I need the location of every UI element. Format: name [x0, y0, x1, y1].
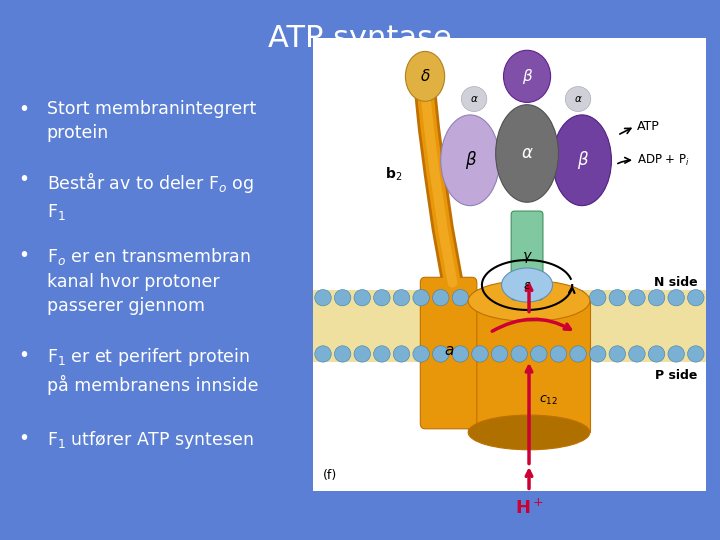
Text: P side: P side	[655, 369, 698, 382]
Ellipse shape	[550, 346, 567, 362]
Bar	[313, 38, 706, 491]
FancyBboxPatch shape	[511, 211, 543, 300]
Ellipse shape	[503, 50, 551, 103]
Text: •: •	[18, 429, 29, 448]
Text: $c_{12}$: $c_{12}$	[539, 394, 558, 407]
Text: F$_1$ utfører ATP syntesen: F$_1$ utfører ATP syntesen	[47, 429, 253, 451]
Text: •: •	[18, 346, 29, 365]
Ellipse shape	[550, 289, 567, 306]
Ellipse shape	[433, 346, 449, 362]
Ellipse shape	[315, 289, 331, 306]
Text: b$_2$: b$_2$	[385, 165, 402, 183]
Bar	[468, 301, 590, 433]
Ellipse shape	[334, 289, 351, 306]
Ellipse shape	[452, 289, 469, 306]
Text: F$_o$ er en transmembran
kanal hvor protoner
passerer gjennom: F$_o$ er en transmembran kanal hvor prot…	[47, 246, 251, 315]
Ellipse shape	[609, 289, 626, 306]
Ellipse shape	[565, 86, 591, 111]
Ellipse shape	[511, 289, 528, 306]
Ellipse shape	[462, 86, 487, 111]
Ellipse shape	[441, 115, 500, 206]
Ellipse shape	[688, 289, 704, 306]
Ellipse shape	[531, 289, 547, 306]
Ellipse shape	[468, 415, 590, 450]
Text: δ: δ	[420, 69, 430, 84]
Text: •: •	[18, 100, 29, 119]
Text: α: α	[471, 94, 477, 104]
Text: •: •	[18, 246, 29, 265]
Text: a: a	[444, 343, 454, 358]
Ellipse shape	[354, 346, 371, 362]
Ellipse shape	[668, 346, 685, 362]
FancyBboxPatch shape	[420, 278, 477, 429]
Ellipse shape	[393, 346, 410, 362]
Ellipse shape	[374, 289, 390, 306]
Text: β: β	[465, 151, 475, 169]
Ellipse shape	[374, 346, 390, 362]
Ellipse shape	[629, 289, 645, 306]
Ellipse shape	[552, 115, 611, 206]
Ellipse shape	[511, 346, 528, 362]
Text: β: β	[522, 69, 532, 84]
Ellipse shape	[502, 268, 552, 302]
Text: β: β	[577, 151, 588, 169]
Ellipse shape	[491, 346, 508, 362]
Text: H$^+$: H$^+$	[515, 498, 544, 517]
Ellipse shape	[609, 346, 626, 362]
Ellipse shape	[452, 346, 469, 362]
Text: Består av to deler F$_o$ og
F$_1$: Består av to deler F$_o$ og F$_1$	[47, 170, 253, 222]
Ellipse shape	[315, 346, 331, 362]
Ellipse shape	[413, 346, 429, 362]
Bar	[313, 289, 706, 362]
Ellipse shape	[413, 289, 429, 306]
Text: •: •	[18, 170, 29, 189]
Text: (f): (f)	[323, 469, 337, 482]
Text: γ: γ	[523, 248, 531, 262]
Ellipse shape	[570, 289, 586, 306]
Ellipse shape	[648, 346, 665, 362]
Text: Stort membranintegrert
protein: Stort membranintegrert protein	[47, 100, 256, 142]
Text: ADP + P$_i$: ADP + P$_i$	[637, 153, 690, 168]
Ellipse shape	[468, 280, 590, 321]
Ellipse shape	[472, 346, 488, 362]
Ellipse shape	[590, 289, 606, 306]
Ellipse shape	[354, 289, 371, 306]
Ellipse shape	[495, 105, 559, 202]
Ellipse shape	[393, 289, 410, 306]
Text: ε: ε	[523, 279, 531, 292]
Ellipse shape	[334, 346, 351, 362]
Text: N side: N side	[654, 276, 698, 289]
Text: ATP syntase: ATP syntase	[268, 24, 452, 53]
Ellipse shape	[405, 51, 445, 102]
Text: ATP: ATP	[637, 120, 660, 133]
Ellipse shape	[491, 289, 508, 306]
Text: α: α	[521, 145, 533, 163]
Ellipse shape	[433, 289, 449, 306]
Ellipse shape	[570, 346, 586, 362]
Ellipse shape	[629, 346, 645, 362]
Text: α: α	[575, 94, 582, 104]
Ellipse shape	[590, 346, 606, 362]
Text: F$_1$ er et perifert protein
på membranens innside: F$_1$ er et perifert protein på membrane…	[47, 346, 258, 395]
Ellipse shape	[688, 346, 704, 362]
Ellipse shape	[531, 346, 547, 362]
Ellipse shape	[668, 289, 685, 306]
Ellipse shape	[648, 289, 665, 306]
Ellipse shape	[472, 289, 488, 306]
